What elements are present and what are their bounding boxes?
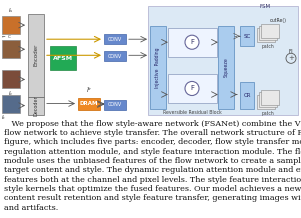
Text: Reversible Residual Block: Reversible Residual Block: [163, 110, 221, 115]
Text: Injective  Padding: Injective Padding: [156, 47, 160, 88]
FancyBboxPatch shape: [257, 95, 275, 109]
Text: Squeeze: Squeeze: [224, 58, 228, 77]
Text: SC: SC: [244, 34, 251, 39]
FancyBboxPatch shape: [2, 40, 20, 58]
Text: CONV: CONV: [108, 102, 122, 107]
FancyBboxPatch shape: [2, 16, 20, 34]
FancyBboxPatch shape: [28, 97, 44, 115]
Text: CR: CR: [243, 93, 251, 98]
FancyBboxPatch shape: [259, 92, 277, 107]
FancyBboxPatch shape: [28, 14, 44, 97]
Text: $\hat{F}$: $\hat{F}$: [86, 85, 92, 95]
FancyBboxPatch shape: [2, 70, 20, 89]
Text: content result retention and style feature transfer, generating images without r: content result retention and style featu…: [4, 194, 301, 202]
Text: figure, which includes five parts: encoder, decoder, flow style transfer module,: figure, which includes five parts: encod…: [4, 138, 301, 146]
Circle shape: [185, 82, 199, 95]
Text: We propose that the flow style-aware network (FSANet) combine the VGG network an: We propose that the flow style-aware net…: [4, 120, 301, 128]
Text: FSM: FSM: [259, 4, 271, 9]
FancyBboxPatch shape: [104, 51, 126, 61]
Text: patch: patch: [262, 44, 275, 49]
FancyBboxPatch shape: [261, 90, 279, 105]
FancyBboxPatch shape: [104, 34, 126, 44]
Text: F: F: [190, 85, 194, 92]
FancyBboxPatch shape: [150, 26, 166, 109]
Text: +: +: [288, 55, 294, 61]
FancyBboxPatch shape: [104, 100, 126, 110]
Text: style kernels that optimize the fused features. Our model achieves a new balance: style kernels that optimize the fused fe…: [4, 185, 301, 193]
FancyBboxPatch shape: [148, 6, 298, 115]
Text: $I_s$: $I_s$: [8, 6, 14, 15]
Text: $\leftarrow$ C: $\leftarrow$ C: [1, 33, 12, 40]
Text: $I_c$: $I_c$: [8, 89, 14, 98]
Text: CONV: CONV: [108, 54, 122, 59]
FancyBboxPatch shape: [78, 97, 100, 110]
Text: $I_t$: $I_t$: [1, 113, 6, 122]
FancyBboxPatch shape: [218, 26, 234, 109]
Text: regulation attention module, and style feature interaction module. The flow styl: regulation attention module, and style f…: [4, 148, 301, 156]
FancyBboxPatch shape: [259, 26, 277, 40]
FancyBboxPatch shape: [167, 74, 216, 103]
Text: CONV: CONV: [108, 37, 122, 42]
Text: Decoder: Decoder: [33, 95, 39, 116]
Text: features both at the channel and pixel levels. The style feature interaction mod: features both at the channel and pixel l…: [4, 176, 301, 184]
Text: and artifacts.: and artifacts.: [4, 204, 58, 212]
Text: target content and style. The dynamic regulation attention module and exploit th: target content and style. The dynamic re…: [4, 166, 301, 174]
Text: Fl: Fl: [289, 49, 293, 54]
FancyBboxPatch shape: [167, 28, 216, 57]
Circle shape: [185, 35, 199, 49]
Text: Encoder: Encoder: [33, 44, 39, 66]
Text: module uses the unbiased features of the flow network to create a sample feature: module uses the unbiased features of the…: [4, 157, 301, 165]
FancyBboxPatch shape: [50, 46, 76, 70]
Text: patch: patch: [262, 111, 275, 116]
Text: AFSM: AFSM: [53, 56, 73, 61]
Text: flow network to achieve style transfer. The overall network structure of FSANet : flow network to achieve style transfer. …: [4, 129, 301, 137]
FancyBboxPatch shape: [2, 95, 20, 113]
FancyBboxPatch shape: [261, 24, 279, 38]
FancyBboxPatch shape: [257, 28, 275, 42]
FancyBboxPatch shape: [240, 82, 254, 109]
FancyBboxPatch shape: [240, 26, 254, 46]
Text: outRe(): outRe(): [269, 18, 287, 23]
Text: F: F: [190, 39, 194, 45]
Text: DRAM: DRAM: [80, 101, 98, 106]
